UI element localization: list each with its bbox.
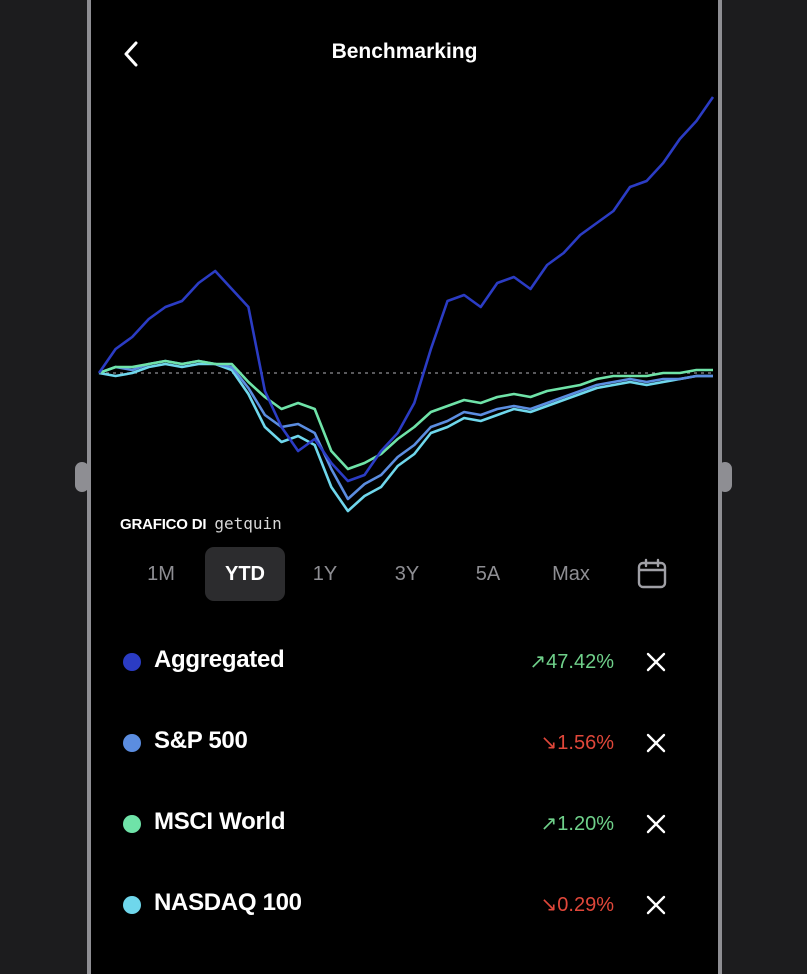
remove-series-button[interactable]: [644, 893, 668, 917]
range-1y[interactable]: 1Y: [312, 563, 338, 585]
series-change: ↗47.42%: [529, 651, 614, 673]
series-change: ↗1.20%: [540, 813, 614, 835]
range-5a[interactable]: 5A: [475, 563, 501, 585]
trend-down-icon: ↘: [540, 894, 558, 916]
legend-row-aggregated: Aggregated ↗47.42%: [91, 632, 718, 692]
remove-series-button[interactable]: [644, 812, 668, 836]
volume-button: [75, 462, 89, 492]
series-name: NASDAQ 100: [154, 889, 302, 916]
back-button[interactable]: [117, 34, 147, 74]
series-color-dot: [123, 653, 141, 671]
calendar-button[interactable]: [635, 557, 669, 591]
series-change: ↘0.29%: [540, 894, 614, 916]
trend-up-icon: ↗: [529, 651, 547, 673]
legend-row-sp500: S&P 500 ↘1.56%: [91, 713, 718, 773]
legend-row-msci-world: MSCI World ↗1.20%: [91, 794, 718, 854]
range-3y[interactable]: 3Y: [394, 563, 420, 585]
time-range-selector: 1M YTD 1Y 3Y 5A Max: [121, 547, 681, 601]
benchmarking-screen: Benchmarking GRAFICO DI getquin 1M YTD 1…: [91, 0, 718, 960]
chevron-left-icon: [124, 41, 138, 67]
series-change: ↘1.56%: [540, 732, 614, 754]
calendar-icon: [637, 558, 667, 589]
remove-series-button[interactable]: [644, 731, 668, 755]
close-icon: [646, 814, 666, 834]
series-line-aggregated: [97, 96, 715, 483]
attribution-brand: getquin: [214, 514, 282, 533]
range-1m[interactable]: 1M: [147, 563, 175, 585]
trend-down-icon: ↘: [540, 732, 558, 754]
series-color-dot: [123, 896, 141, 914]
benchmark-chart: [97, 96, 715, 513]
close-icon: [646, 895, 666, 915]
legend-row-nasdaq-100: NASDAQ 100 ↘0.29%: [91, 875, 718, 935]
range-ytd[interactable]: YTD: [205, 547, 285, 601]
series-color-dot: [123, 734, 141, 752]
remove-series-button[interactable]: [644, 650, 668, 674]
series-line-s-p-500: [98, 359, 713, 501]
attribution-prefix: GRAFICO DI: [120, 516, 207, 533]
series-name: S&P 500: [154, 727, 248, 754]
page-title: Benchmarking: [331, 40, 478, 63]
chart-attribution: GRAFICO DI getquin: [120, 514, 282, 533]
close-icon: [646, 733, 666, 753]
series-line-nasdaq-100: [98, 362, 713, 513]
series-line-msci-world: [98, 359, 713, 471]
trend-up-icon: ↗: [540, 813, 558, 835]
phone-frame: Benchmarking GRAFICO DI getquin 1M YTD 1…: [87, 0, 722, 974]
close-icon: [646, 652, 666, 672]
series-name: Aggregated: [154, 646, 285, 673]
range-max[interactable]: Max: [552, 563, 590, 585]
series-name: MSCI World: [154, 808, 286, 835]
series-color-dot: [123, 815, 141, 833]
